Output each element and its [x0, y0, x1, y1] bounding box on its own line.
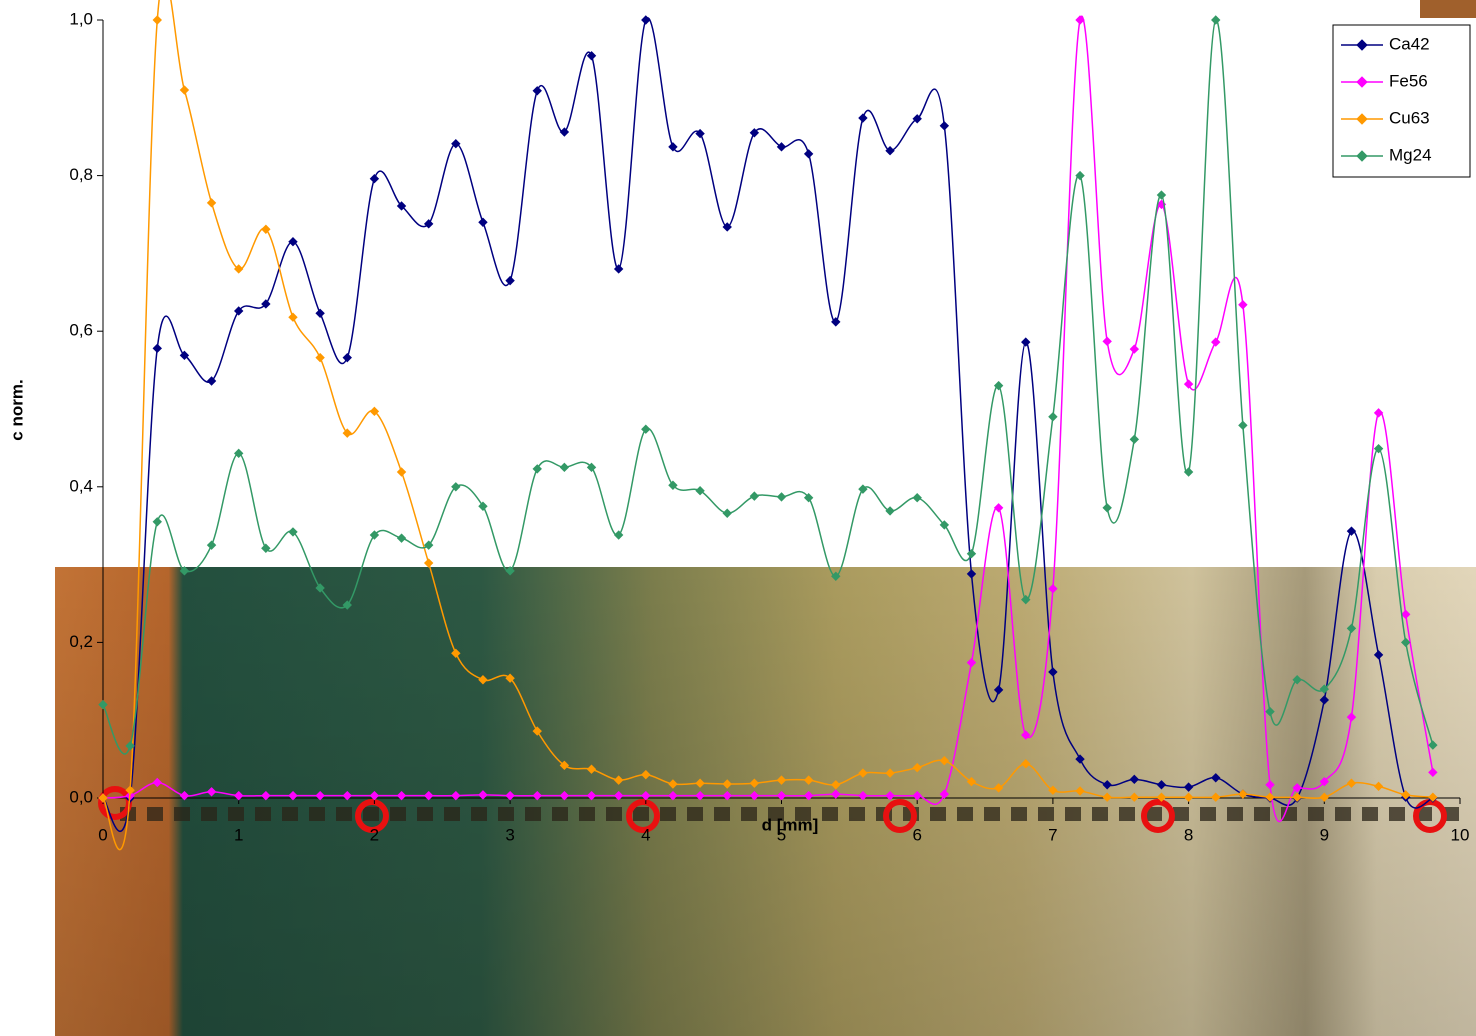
point	[1130, 345, 1138, 353]
point	[370, 175, 378, 183]
x-tick-label: 2	[370, 825, 379, 844]
y-tick-label: 0,2	[69, 632, 93, 651]
x-tick-label: 3	[505, 825, 514, 844]
x-tick-label: 4	[641, 825, 650, 844]
point	[913, 494, 921, 502]
point	[588, 52, 596, 60]
point	[778, 493, 786, 501]
point	[1130, 435, 1138, 443]
y-tick-label: 1,0	[69, 9, 93, 28]
page: {"chart_data": {"type": "line", "xlabel"…	[0, 0, 1476, 1036]
point	[398, 534, 406, 542]
point	[859, 114, 867, 122]
point	[723, 509, 731, 517]
y-tick-label: 0,0	[69, 787, 93, 806]
point	[750, 492, 758, 500]
point	[1185, 380, 1193, 388]
legend-label: Fe56	[1389, 71, 1428, 90]
point	[1212, 16, 1220, 24]
point	[1375, 409, 1383, 417]
point	[1103, 337, 1111, 345]
point	[479, 502, 487, 510]
point	[343, 354, 351, 362]
legend-label: Mg24	[1389, 145, 1432, 164]
photo-shade	[55, 567, 1476, 1036]
point	[940, 122, 948, 130]
point	[1212, 338, 1220, 346]
y-tick-label: 0,8	[69, 165, 93, 184]
point	[316, 309, 324, 317]
point	[1049, 413, 1057, 421]
point	[1239, 421, 1247, 429]
point	[425, 559, 433, 567]
point	[153, 16, 161, 24]
point	[533, 465, 541, 473]
y-axis-label: c norm.	[7, 379, 26, 440]
point	[642, 425, 650, 433]
point	[778, 143, 786, 151]
point	[289, 313, 297, 321]
point	[805, 150, 813, 158]
legend-label: Ca42	[1389, 34, 1430, 53]
point	[967, 550, 975, 558]
point	[208, 199, 216, 207]
x-tick-label: 7	[1048, 825, 1057, 844]
point	[995, 504, 1003, 512]
point	[398, 468, 406, 476]
x-tick-label: 8	[1184, 825, 1193, 844]
point	[208, 541, 216, 549]
point	[153, 518, 161, 526]
point	[479, 218, 487, 226]
photo-corner	[1420, 0, 1476, 18]
point	[316, 354, 324, 362]
point	[1347, 527, 1355, 535]
point	[642, 16, 650, 24]
point	[1239, 301, 1247, 309]
point	[560, 463, 568, 471]
chart: d [mm] c norm. 0,0 0,2 0,4 0,6 0,8 1,0 0 1 2 3 4 5 6…	[0, 0, 1476, 1036]
point	[1103, 504, 1111, 512]
x-tick-label: 5	[777, 825, 786, 844]
point	[886, 507, 894, 515]
x-axis-label: d [mm]	[762, 815, 819, 834]
x-tick-label: 6	[912, 825, 921, 844]
y-tick-label: 0,6	[69, 321, 93, 340]
point	[669, 143, 677, 151]
legend-label: Cu63	[1389, 108, 1430, 127]
point	[533, 87, 541, 95]
x-tick-label: 1	[234, 825, 243, 844]
point	[506, 277, 514, 285]
x-tick-label: 9	[1320, 825, 1329, 844]
y-tick-label: 0,4	[69, 476, 93, 495]
x-tick-label: 0	[98, 825, 107, 844]
point	[180, 86, 188, 94]
point	[153, 344, 161, 352]
point	[1022, 338, 1030, 346]
x-tick-label: 10	[1451, 825, 1470, 844]
